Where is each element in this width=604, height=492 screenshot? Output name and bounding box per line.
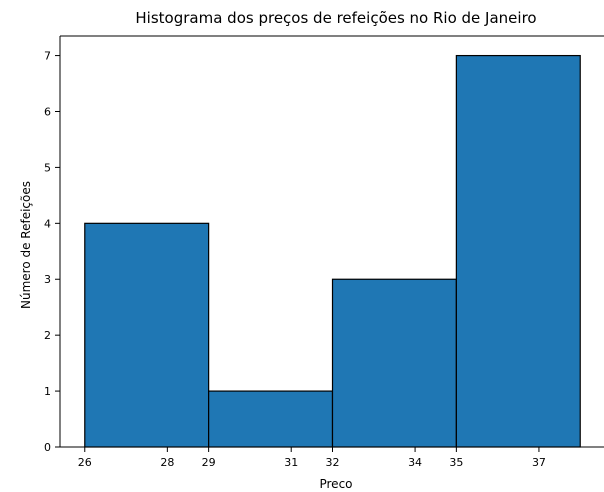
y-tick-label: 6 xyxy=(44,105,51,118)
x-tick-label: 32 xyxy=(326,456,340,469)
histogram-bar-4 xyxy=(455,54,581,448)
y-tick-label: 1 xyxy=(44,385,51,398)
histogram-bar-2 xyxy=(208,390,334,448)
y-tick-label: 0 xyxy=(44,441,51,454)
x-tick-label: 26 xyxy=(78,456,92,469)
chart-title: Histograma dos preços de refeições no Ri… xyxy=(135,9,536,27)
x-tick-label: 29 xyxy=(202,456,216,469)
y-tick-label: 3 xyxy=(44,273,51,286)
x-tick-label: 35 xyxy=(449,456,463,469)
x-tick-label: 37 xyxy=(532,456,546,469)
histogram-bar-1 xyxy=(84,222,210,448)
y-axis-label: Número de Refeições xyxy=(19,181,33,309)
y-tick-label: 5 xyxy=(44,161,51,174)
x-tick-label: 34 xyxy=(408,456,422,469)
y-tick-label: 2 xyxy=(44,329,51,342)
y-tick-label: 7 xyxy=(44,50,51,63)
bars-group xyxy=(84,54,581,448)
histogram-bar-3 xyxy=(331,278,457,448)
y-ticks-group: 0 1 2 3 4 5 6 7 xyxy=(44,50,60,454)
x-ticks-group: 26 28 29 31 32 34 35 37 xyxy=(78,447,546,469)
x-tick-label: 31 xyxy=(284,456,298,469)
y-tick-label: 4 xyxy=(44,217,51,230)
x-axis-label: Preco xyxy=(319,477,352,491)
x-tick-label: 28 xyxy=(160,456,174,469)
